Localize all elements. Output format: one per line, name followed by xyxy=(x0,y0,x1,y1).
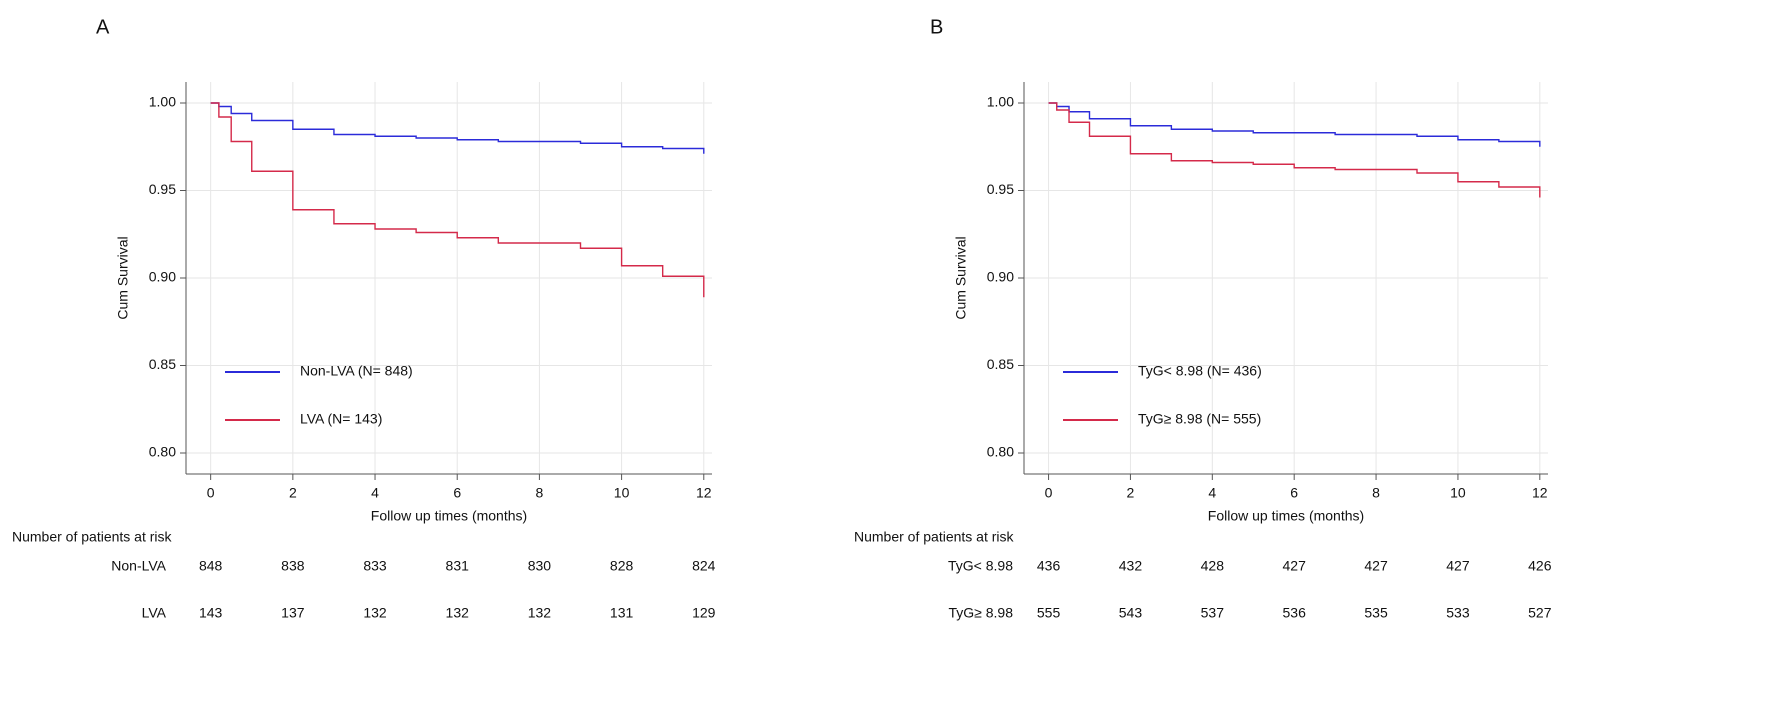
y-axis-title: Cum Survival xyxy=(953,236,969,319)
risk-count: 527 xyxy=(1528,605,1552,621)
y-tick-label: 0.85 xyxy=(149,356,176,372)
risk-count: 428 xyxy=(1201,558,1225,574)
survival-curve-exposed xyxy=(1048,102,1541,198)
y-tick-label: 0.80 xyxy=(149,444,176,460)
panel-label: A xyxy=(96,16,110,38)
x-axis-title: Follow up times (months) xyxy=(1208,508,1364,524)
panel-label: B xyxy=(930,16,943,38)
x-tick-label: 2 xyxy=(1127,485,1135,501)
survival-curve-reference xyxy=(210,102,705,154)
risk-count: 555 xyxy=(1037,605,1061,621)
risk-count: 132 xyxy=(446,605,470,621)
x-tick-label: 6 xyxy=(453,485,461,501)
risk-row-label: LVA xyxy=(142,605,167,621)
risk-count: 533 xyxy=(1446,605,1470,621)
x-tick-label: 8 xyxy=(536,485,544,501)
x-tick-label: 0 xyxy=(1045,485,1053,501)
y-tick-label: 0.85 xyxy=(987,356,1014,372)
legend-label: TyG≥ 8.98 (N= 555) xyxy=(1138,411,1261,427)
legend-label: LVA (N= 143) xyxy=(300,411,382,427)
panel-a: A 0 2 4 6 8 10 12 0.80 0.85 0.90 0.95 1.00 Follow up … xyxy=(12,16,716,620)
x-tick-label: 12 xyxy=(696,485,712,501)
risk-row-label: TyG< 8.98 xyxy=(948,558,1013,574)
risk-count: 824 xyxy=(692,558,716,574)
x-tick-label: 10 xyxy=(614,485,630,501)
risk-row-label: TyG≥ 8.98 xyxy=(949,605,1014,621)
risk-count: 132 xyxy=(363,605,387,621)
survival-curve-exposed xyxy=(210,102,705,298)
risk-table-title: Number of patients at risk xyxy=(854,529,1015,545)
y-tick-label: 0.90 xyxy=(987,269,1014,285)
y-tick-label: 0.90 xyxy=(149,269,176,285)
risk-count: 828 xyxy=(610,558,634,574)
x-tick-label: 4 xyxy=(371,485,379,501)
x-tick-label: 4 xyxy=(1208,485,1216,501)
risk-count: 830 xyxy=(528,558,552,574)
y-tick-label: 0.95 xyxy=(149,181,176,197)
x-tick-label: 6 xyxy=(1290,485,1298,501)
risk-count: 129 xyxy=(692,605,716,621)
risk-count: 426 xyxy=(1528,558,1552,574)
x-tick-label: 0 xyxy=(207,485,215,501)
risk-count: 838 xyxy=(281,558,305,574)
y-axis-title: Cum Survival xyxy=(115,236,131,319)
legend-label: TyG< 8.98 (N= 436) xyxy=(1138,363,1262,379)
x-tick-label: 8 xyxy=(1372,485,1380,501)
risk-count: 427 xyxy=(1283,558,1307,574)
risk-count: 537 xyxy=(1201,605,1225,621)
y-tick-label: 1.00 xyxy=(987,94,1014,110)
risk-count: 848 xyxy=(199,558,223,574)
risk-count: 427 xyxy=(1446,558,1470,574)
risk-count: 143 xyxy=(199,605,223,621)
risk-count: 831 xyxy=(446,558,470,574)
risk-count: 535 xyxy=(1364,605,1388,621)
x-tick-label: 10 xyxy=(1450,485,1466,501)
risk-row-label: Non-LVA xyxy=(111,558,166,574)
risk-count: 427 xyxy=(1364,558,1388,574)
risk-table-title: Number of patients at risk xyxy=(12,529,173,545)
risk-count: 132 xyxy=(528,605,552,621)
legend-label: Non-LVA (N= 848) xyxy=(300,363,413,379)
risk-count: 137 xyxy=(281,605,305,621)
risk-count: 436 xyxy=(1037,558,1061,574)
y-tick-label: 0.80 xyxy=(987,444,1014,460)
risk-count: 543 xyxy=(1119,605,1143,621)
risk-count: 432 xyxy=(1119,558,1143,574)
x-tick-label: 12 xyxy=(1532,485,1548,501)
risk-count: 833 xyxy=(363,558,387,574)
x-axis-title: Follow up times (months) xyxy=(371,508,527,524)
panel-b: B 0 2 4 6 8 10 12 0.80 0.85 0.90 0.95 1.00 Follow up … xyxy=(854,16,1552,620)
survival-curve-reference xyxy=(1048,102,1541,147)
risk-count: 131 xyxy=(610,605,634,621)
y-tick-label: 0.95 xyxy=(987,181,1014,197)
risk-count: 536 xyxy=(1283,605,1307,621)
x-tick-label: 2 xyxy=(289,485,297,501)
y-tick-label: 1.00 xyxy=(149,94,176,110)
